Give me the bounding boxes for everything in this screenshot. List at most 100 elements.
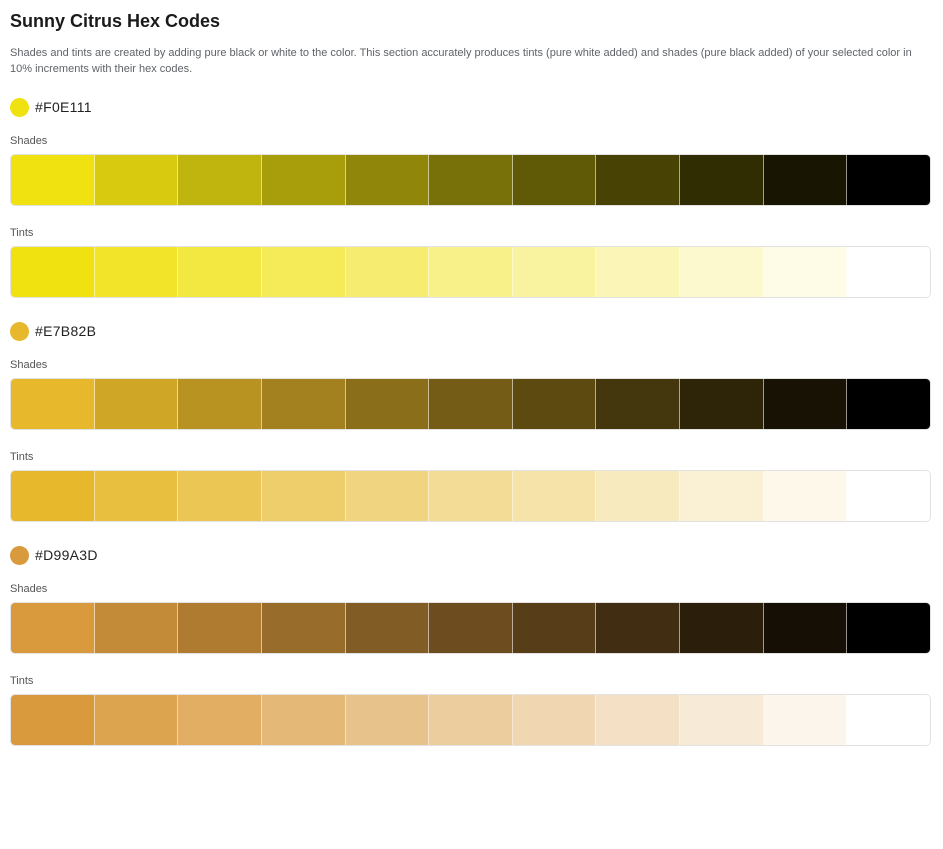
tint-swatch[interactable]: [11, 471, 95, 521]
shade-swatch[interactable]: [512, 155, 597, 205]
tints-group: Tints: [10, 450, 931, 522]
shades-group: Shades: [10, 582, 931, 654]
shade-swatch[interactable]: [261, 603, 346, 653]
shade-swatch[interactable]: [763, 379, 848, 429]
color-hex-code: #E7B82B: [35, 323, 97, 339]
tints-label: Tints: [10, 451, 34, 463]
tint-swatch[interactable]: [345, 247, 430, 297]
shade-swatch[interactable]: [429, 155, 513, 205]
tint-swatch[interactable]: [261, 471, 346, 521]
color-hex-code: #D99A3D: [35, 547, 98, 563]
tint-swatch[interactable]: [178, 247, 262, 297]
tints-strip: [10, 694, 931, 746]
tint-swatch[interactable]: [11, 247, 95, 297]
shade-swatch[interactable]: [763, 155, 848, 205]
shade-swatch[interactable]: [680, 155, 764, 205]
tint-swatch[interactable]: [680, 247, 764, 297]
color-section: #F0E111 Shades Tints: [10, 96, 931, 298]
shades-label: Shades: [10, 135, 48, 147]
tint-swatch[interactable]: [11, 695, 95, 745]
tint-swatch[interactable]: [512, 471, 597, 521]
shade-swatch[interactable]: [94, 603, 179, 653]
tint-swatch[interactable]: [847, 247, 930, 297]
tints-label: Tints: [10, 227, 34, 239]
tint-swatch[interactable]: [261, 695, 346, 745]
shade-swatch[interactable]: [345, 603, 430, 653]
shade-swatch[interactable]: [847, 155, 930, 205]
shade-swatch[interactable]: [596, 379, 681, 429]
tint-swatch[interactable]: [596, 695, 681, 745]
color-header: #E7B82B: [10, 320, 931, 342]
shade-swatch[interactable]: [178, 603, 262, 653]
shades-strip: [10, 602, 931, 654]
tints-group: Tints: [10, 226, 931, 298]
color-header: #D99A3D: [10, 544, 931, 566]
tint-swatch[interactable]: [512, 695, 597, 745]
shade-swatch[interactable]: [11, 603, 95, 653]
tint-swatch[interactable]: [847, 471, 930, 521]
shade-swatch[interactable]: [345, 379, 430, 429]
color-header: #F0E111: [10, 96, 931, 118]
shades-group: Shades: [10, 358, 931, 430]
tints-strip: [10, 246, 931, 298]
color-dot-icon: [10, 97, 29, 117]
color-dot-icon: [10, 545, 29, 565]
color-hex-code: #F0E111: [35, 99, 92, 115]
shade-swatch[interactable]: [847, 603, 930, 653]
page-description: Shades and tints are created by adding p…: [10, 47, 912, 75]
page-title: Sunny Citrus Hex Codes: [10, 11, 221, 31]
tint-swatch[interactable]: [94, 695, 179, 745]
color-section: #E7B82B Shades Tints: [10, 320, 931, 522]
shade-swatch[interactable]: [178, 379, 262, 429]
tint-swatch[interactable]: [178, 695, 262, 745]
tint-swatch[interactable]: [429, 471, 513, 521]
tint-swatch[interactable]: [178, 471, 262, 521]
shade-swatch[interactable]: [763, 603, 848, 653]
shade-swatch[interactable]: [178, 155, 262, 205]
shade-swatch[interactable]: [11, 155, 95, 205]
shade-swatch[interactable]: [512, 603, 597, 653]
tint-swatch[interactable]: [94, 471, 179, 521]
shade-swatch[interactable]: [512, 379, 597, 429]
tints-group: Tints: [10, 674, 931, 746]
shade-swatch[interactable]: [261, 155, 346, 205]
tints-label: Tints: [10, 675, 34, 687]
tint-swatch[interactable]: [596, 247, 681, 297]
tint-swatch[interactable]: [345, 471, 430, 521]
tint-swatch[interactable]: [345, 695, 430, 745]
shade-swatch[interactable]: [11, 379, 95, 429]
shade-swatch[interactable]: [596, 603, 681, 653]
color-dot-icon: [10, 321, 29, 341]
shade-swatch[interactable]: [596, 155, 681, 205]
tint-swatch[interactable]: [429, 247, 513, 297]
shades-group: Shades: [10, 134, 931, 206]
shade-swatch[interactable]: [345, 155, 430, 205]
tint-swatch[interactable]: [512, 247, 597, 297]
tint-swatch[interactable]: [429, 695, 513, 745]
shade-swatch[interactable]: [261, 379, 346, 429]
shade-swatch[interactable]: [847, 379, 930, 429]
tint-swatch[interactable]: [680, 471, 764, 521]
shade-swatch[interactable]: [94, 155, 179, 205]
tint-swatch[interactable]: [763, 471, 848, 521]
shade-swatch[interactable]: [429, 603, 513, 653]
tint-swatch[interactable]: [94, 247, 179, 297]
shade-swatch[interactable]: [680, 603, 764, 653]
shades-label: Shades: [10, 583, 48, 595]
shades-strip: [10, 378, 931, 430]
tint-swatch[interactable]: [596, 471, 681, 521]
shade-swatch[interactable]: [680, 379, 764, 429]
tint-swatch[interactable]: [680, 695, 764, 745]
tint-swatch[interactable]: [261, 247, 346, 297]
shade-swatch[interactable]: [429, 379, 513, 429]
tint-swatch[interactable]: [763, 695, 848, 745]
tint-swatch[interactable]: [847, 695, 930, 745]
shades-strip: [10, 154, 931, 206]
tints-strip: [10, 470, 931, 522]
color-section: #D99A3D Shades Tints: [10, 544, 931, 746]
color-sections: #F0E111 Shades Tints #E7B82B Shades Tints #D99…: [10, 96, 931, 746]
shade-swatch[interactable]: [94, 379, 179, 429]
shades-label: Shades: [10, 359, 48, 371]
tint-swatch[interactable]: [763, 247, 848, 297]
